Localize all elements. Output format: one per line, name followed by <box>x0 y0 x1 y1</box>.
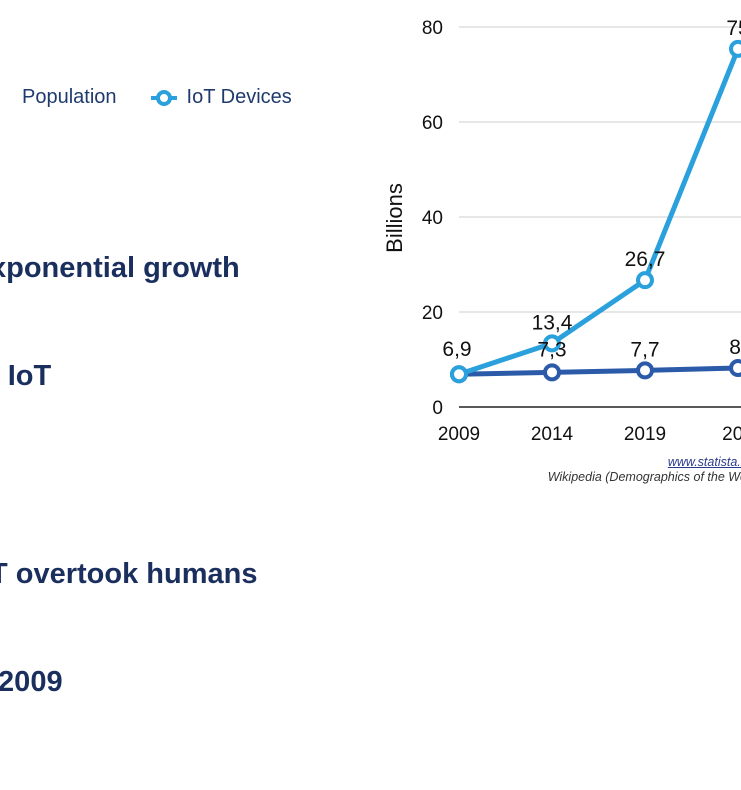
data-label: 13,4 <box>532 311 573 334</box>
y-tick-label: 20 <box>422 303 443 324</box>
y-axis-label: Billions <box>382 183 407 253</box>
x-tick-label: 2009 <box>438 424 480 445</box>
data-point <box>729 39 741 58</box>
data-label: 26,7 <box>625 248 666 271</box>
population-legend-marker <box>0 90 12 106</box>
x-tick-label: 202 <box>722 424 741 445</box>
bullet-iot-overtook: T overtook humans 2009 <box>0 484 258 772</box>
bullet-1-line-2: f IoT <box>7 360 52 392</box>
data-point <box>450 365 468 384</box>
chart-legend: Population IoT Devices <box>0 86 318 109</box>
x-tick-label: 2014 <box>531 424 574 445</box>
data-label: 75 <box>726 17 741 40</box>
data-point <box>729 359 741 378</box>
legend-item-iot: IoT Devices <box>150 86 292 109</box>
iot-legend-marker <box>150 89 177 106</box>
data-label: 6,9 <box>442 338 471 361</box>
data-point <box>636 271 654 290</box>
data-label: 7,3 <box>537 338 566 361</box>
bullet-2-line-2: 2009 <box>0 666 63 698</box>
data-point <box>543 363 561 382</box>
legend-item-population: Population <box>0 86 117 109</box>
series-line-population <box>458 365 739 377</box>
data-point <box>543 334 561 353</box>
y-tick-label: 60 <box>422 113 443 134</box>
legend-label-population: Population <box>22 86 117 108</box>
data-label: 8, <box>729 336 741 359</box>
bullet-2-line-1: T overtook humans <box>0 558 258 590</box>
source-wikipedia: Wikipedia (Demographics of the Wo <box>547 470 741 484</box>
bullet-list: xponential growth f IoT T overtook human… <box>0 178 258 790</box>
data-point <box>636 361 654 380</box>
source-statista-link[interactable]: www.statista.c <box>667 455 741 469</box>
y-tick-label: 0 <box>432 398 443 419</box>
bullet-exponential-growth: xponential growth f IoT <box>0 178 258 466</box>
bullet-1-line-1: xponential growth <box>0 252 240 284</box>
y-tick-label: 40 <box>422 208 443 229</box>
x-tick-label: 2019 <box>624 424 666 445</box>
legend-label-iot: IoT Devices <box>186 86 292 108</box>
series-line-iot-devices <box>458 47 741 377</box>
line-chart: 0 20 40 60 80 2009 2014 2019 202 Billions 7,3 7,7 8,… <box>382 17 741 445</box>
data-label: 7,7 <box>630 338 659 361</box>
y-tick-label: 80 <box>422 18 443 39</box>
